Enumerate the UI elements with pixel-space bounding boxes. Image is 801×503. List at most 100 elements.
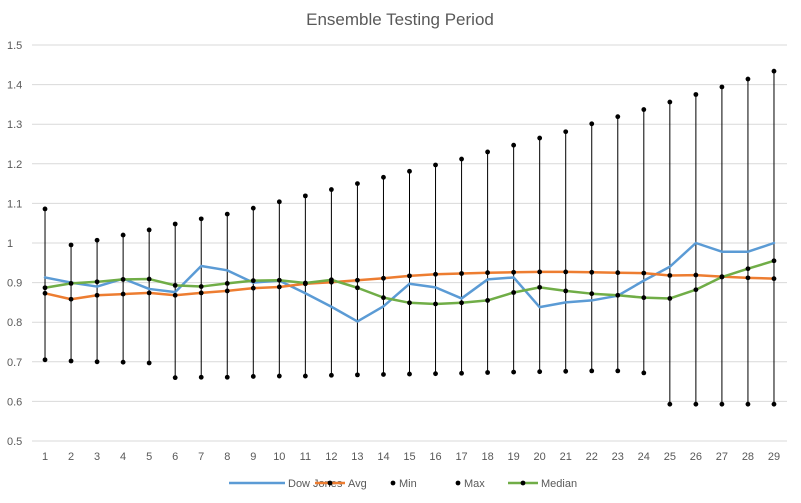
point-median — [302, 280, 308, 286]
point-max — [745, 76, 751, 82]
point-max — [146, 227, 152, 233]
point-min — [381, 372, 386, 377]
x-tick-label: 10 — [273, 451, 285, 463]
point-max — [302, 193, 308, 199]
point-median — [355, 285, 360, 291]
point-avg — [146, 290, 152, 296]
x-tick-label: 22 — [586, 451, 598, 463]
point-min — [667, 401, 673, 407]
point-min — [172, 375, 178, 381]
legend-item-max: Max — [455, 478, 485, 490]
y-tick-label: 1 — [7, 238, 13, 250]
legend-item-avg: Avg — [315, 478, 367, 490]
point-max — [615, 114, 621, 120]
point-min — [641, 370, 647, 376]
point-avg — [198, 290, 204, 296]
point-median — [146, 276, 152, 282]
point-avg — [537, 269, 543, 275]
point-avg — [381, 275, 386, 281]
point-max — [172, 221, 178, 227]
point-max — [433, 162, 438, 168]
point-median — [276, 277, 282, 283]
x-tick-label: 27 — [716, 451, 728, 463]
point-min — [407, 371, 412, 377]
legend-marker — [520, 480, 526, 486]
point-min — [224, 374, 230, 380]
point-avg — [355, 277, 360, 283]
point-max — [224, 211, 230, 217]
point-median — [511, 290, 517, 295]
point-max — [771, 68, 777, 74]
y-tick-label: 1.1 — [7, 198, 22, 210]
point-median — [771, 258, 777, 264]
point-min — [433, 371, 438, 377]
point-min — [537, 369, 543, 375]
point-median — [719, 274, 725, 280]
point-min — [276, 373, 282, 379]
x-tick-label: 26 — [690, 451, 702, 463]
point-min — [42, 357, 48, 363]
point-median — [250, 278, 256, 284]
x-tick-label: 25 — [664, 451, 676, 463]
point-min — [771, 401, 777, 407]
point-max — [250, 205, 256, 211]
point-median — [381, 295, 386, 301]
point-max — [381, 174, 386, 180]
series-markers — [42, 68, 777, 407]
point-min — [198, 374, 204, 380]
point-max — [68, 242, 74, 248]
point-max — [459, 156, 464, 162]
y-tick-label: 1.2 — [7, 159, 22, 171]
point-min — [94, 359, 100, 365]
point-min — [250, 374, 256, 379]
point-avg — [459, 271, 464, 276]
point-max — [198, 216, 204, 222]
x-tick-label: 2 — [68, 451, 74, 463]
point-median — [641, 295, 647, 301]
x-tick-label: 4 — [120, 451, 126, 463]
point-min — [563, 368, 569, 374]
point-avg — [250, 285, 256, 291]
series-line-dow-jones — [43, 241, 776, 323]
point-max — [120, 232, 126, 238]
point-max — [485, 149, 491, 155]
point-avg — [276, 284, 282, 290]
point-median — [94, 279, 100, 285]
x-tick-label: 15 — [403, 451, 415, 463]
legend-label: Avg — [348, 478, 367, 490]
x-axis-ticks: 1 2 3 4 5 6 7 8 9 10 11 12 13 14 15 16 17 18 19 20 21 22 23 24 2… — [42, 451, 780, 463]
point-avg — [563, 269, 569, 275]
chart-title: Ensemble Testing Period — [306, 10, 494, 29]
point-median — [615, 292, 621, 298]
point-avg — [615, 270, 621, 276]
legend-marker — [390, 480, 396, 486]
x-tick-label: 21 — [560, 451, 572, 463]
legend: Dow JonesAvgMinMaxMedian — [229, 478, 577, 490]
point-median — [459, 300, 464, 306]
point-median — [485, 298, 491, 303]
point-min — [355, 372, 360, 378]
y-tick-label: 0.7 — [7, 357, 22, 369]
point-median — [407, 300, 412, 306]
y-tick-label: 0.5 — [7, 436, 22, 448]
point-max — [511, 142, 517, 148]
x-tick-label: 14 — [377, 451, 389, 463]
point-avg — [589, 269, 595, 275]
point-avg — [42, 290, 48, 296]
x-tick-label: 17 — [455, 451, 467, 463]
x-tick-label: 28 — [742, 451, 754, 463]
x-tick-label: 6 — [172, 451, 178, 463]
x-tick-label: 11 — [300, 451, 311, 463]
point-min — [615, 368, 621, 374]
point-min — [745, 401, 751, 407]
legend-label: Max — [464, 478, 485, 490]
point-median — [693, 287, 699, 293]
point-max — [537, 135, 543, 141]
legend-item-min: Min — [390, 478, 417, 490]
x-tick-label: 29 — [768, 451, 780, 463]
point-median — [537, 284, 543, 290]
point-min — [589, 368, 595, 374]
point-median — [589, 291, 595, 297]
y-tick-label: 1.5 — [7, 40, 22, 52]
